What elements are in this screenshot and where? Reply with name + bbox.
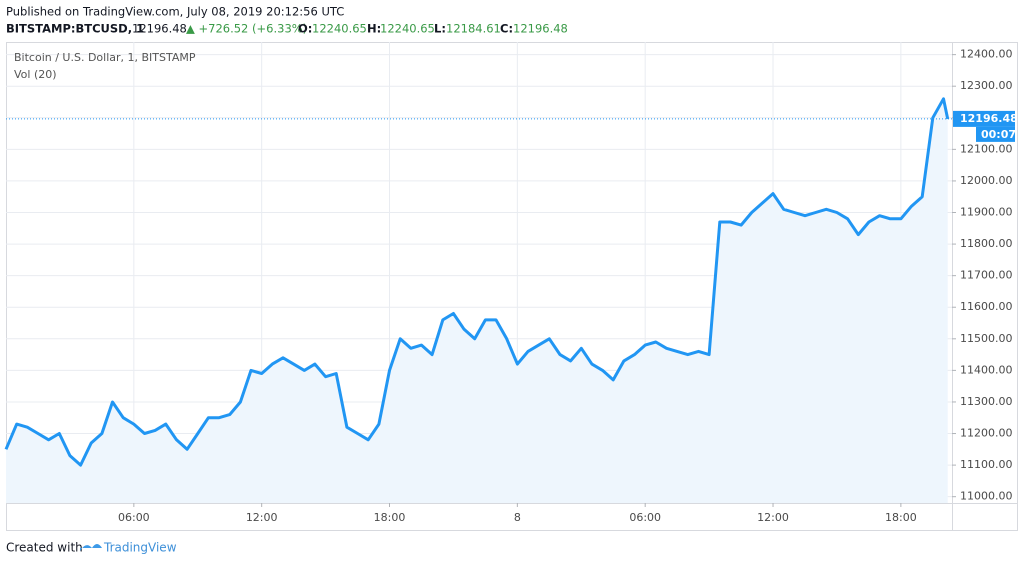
price-line	[4, 97, 950, 467]
last-price-label: 12196.48	[960, 112, 1018, 125]
published-note: Published on TradingView.com, July 08, 2…	[6, 5, 344, 19]
high-value: 12240.65	[380, 22, 435, 36]
price-area	[6, 98, 948, 504]
y-tick-label: 11700.00	[960, 269, 1013, 282]
tv-logo	[80, 544, 102, 551]
open-label: O:	[298, 22, 312, 36]
y-tick-label: 11400.00	[960, 363, 1013, 376]
open-value: 12240.65	[312, 22, 367, 36]
volume-label: Vol (20)	[14, 68, 57, 81]
y-tick-label: 12300.00	[960, 79, 1013, 92]
footer-created: Created with	[6, 541, 83, 555]
y-tick-label: 11000.00	[960, 490, 1013, 503]
x-tick-label: 06:00	[629, 511, 661, 524]
y-tick-label: 11100.00	[960, 458, 1013, 471]
plot: 11000.00 11100.00 11200.00 11300.00 11400.00…	[4, 42, 1018, 524]
y-tick-label: 11500.00	[960, 332, 1013, 345]
last-value: 12196.48	[132, 22, 187, 36]
footer-brand[interactable]: TradingView	[103, 541, 177, 555]
last-price-tag	[953, 110, 1015, 127]
y-tick-label: 12400.00	[960, 48, 1013, 61]
y-tick-label: 11600.00	[960, 300, 1013, 313]
countdown-label: 00:07	[981, 128, 1016, 141]
x-tick-label: 12:00	[246, 511, 278, 524]
low-value: 12184.61	[446, 22, 501, 36]
y-tick-label: 12100.00	[960, 142, 1013, 155]
y-tick-label: 11300.00	[960, 395, 1013, 408]
x-tick-label: 06:00	[118, 511, 150, 524]
y-tick-label: 11800.00	[960, 237, 1013, 250]
y-tick-label: 11900.00	[960, 206, 1013, 219]
close-label: C:	[500, 22, 513, 36]
chart-frame	[6, 42, 1018, 531]
symbol: BITSTAMP:BTCUSD, 1	[6, 22, 144, 36]
low-label: L:	[434, 22, 446, 36]
x-tick-label: 8	[514, 511, 521, 524]
change: ▲ +726.52 (+6.33%)	[186, 22, 307, 36]
countdown-tag	[976, 126, 1015, 142]
x-tick-label: 18:00	[885, 511, 917, 524]
close-value: 12196.48	[513, 22, 568, 36]
x-tick-label: 18:00	[374, 511, 406, 524]
high-label: H:	[367, 22, 381, 36]
chart-title: Bitcoin / U.S. Dollar, 1, BITSTAMP	[14, 51, 196, 64]
y-tick-label: 12000.00	[960, 174, 1013, 187]
x-tick-label: 12:00	[757, 511, 789, 524]
y-tick-label: 11200.00	[960, 427, 1013, 440]
